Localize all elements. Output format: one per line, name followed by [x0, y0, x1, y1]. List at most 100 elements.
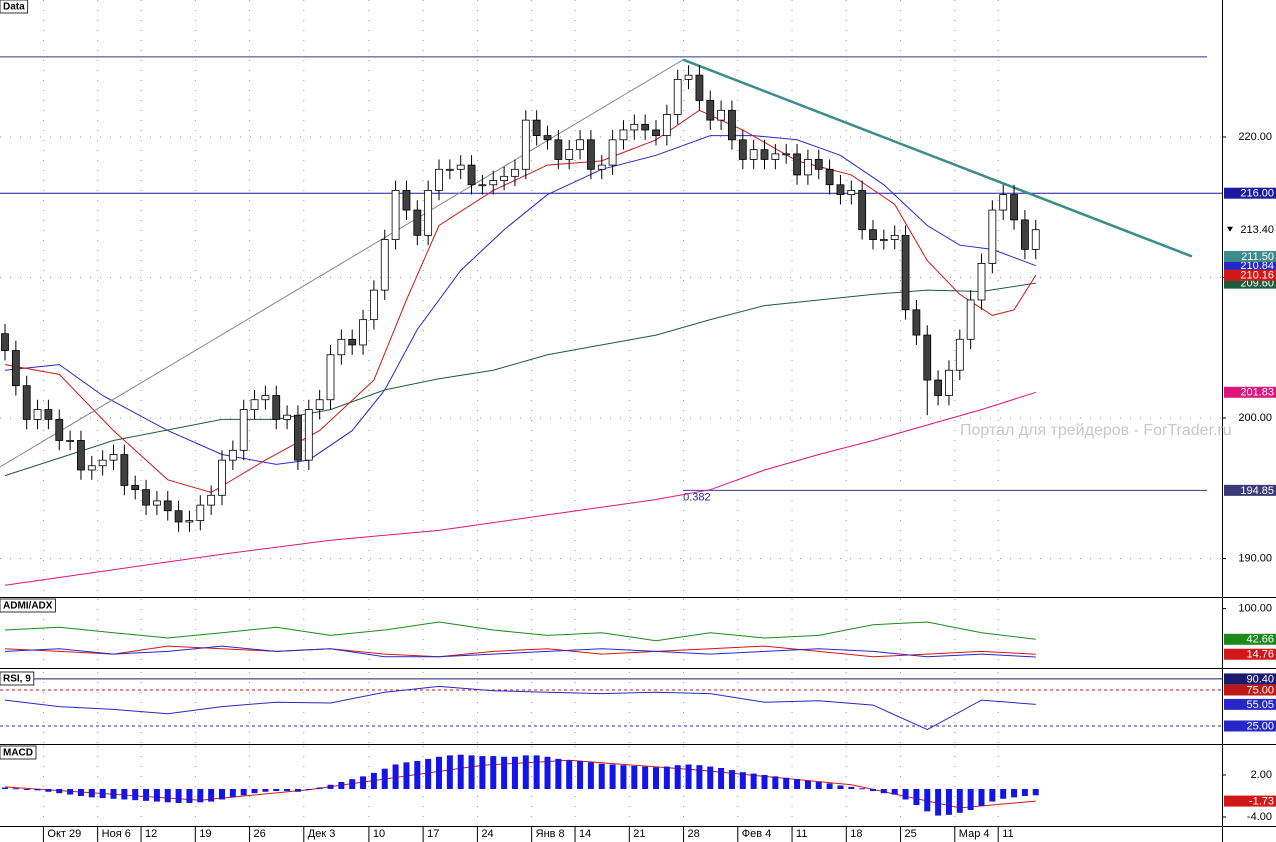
value-tag-label: 14.76 — [1246, 649, 1274, 661]
histogram-bar — [12, 788, 19, 790]
histogram-bar — [121, 788, 128, 800]
candle-body — [804, 159, 812, 176]
value-tag-label: 55.05 — [1246, 699, 1274, 711]
value-tag — [1224, 720, 1276, 732]
x-tick-label: 28 — [688, 828, 700, 840]
candle-body — [489, 180, 498, 186]
histogram-bar — [989, 788, 996, 802]
value-tag-label: 90.40 — [1246, 673, 1274, 685]
candle-body — [44, 409, 53, 420]
candle-body — [391, 189, 400, 240]
panel-title: ADMI/ADX — [3, 601, 53, 612]
candle-body — [662, 114, 671, 136]
candle-body — [695, 74, 704, 101]
value-tag — [1224, 633, 1276, 645]
histogram-bar — [143, 788, 150, 801]
histogram-bar — [88, 788, 95, 798]
candle-body — [413, 209, 422, 236]
x-tick-label: Дек 3 — [308, 828, 336, 840]
histogram-bar — [457, 754, 464, 789]
candle-body — [1021, 219, 1029, 250]
candle-body — [608, 139, 617, 166]
candle-body — [793, 153, 801, 176]
histogram-bar — [175, 788, 182, 803]
candle-body — [673, 78, 682, 115]
candle-body — [98, 459, 107, 467]
panel-title-box — [0, 0, 29, 14]
candle-body — [152, 500, 161, 506]
indicator-line — [4, 685, 1036, 731]
candle-body — [315, 399, 324, 410]
histogram-bar — [913, 788, 920, 806]
candle-body — [619, 129, 628, 141]
candle-body — [326, 354, 335, 401]
candle-body — [587, 139, 595, 170]
histogram-bar — [577, 760, 584, 789]
candle-body — [435, 168, 443, 191]
candle-body — [977, 263, 986, 301]
candle-body — [836, 184, 845, 195]
histogram-bar — [349, 779, 356, 789]
value-tag — [1224, 224, 1276, 236]
histogram-bar — [370, 772, 377, 789]
candle-body — [424, 189, 433, 236]
x-tick-label: Янв 8 — [536, 828, 565, 840]
histogram-bar — [555, 758, 562, 789]
histogram-bar — [153, 788, 160, 802]
value-tag-label: 216.00 — [1240, 188, 1274, 200]
candle-body — [142, 489, 150, 506]
x-tick-label: 26 — [254, 828, 266, 840]
x-tick-label: 12 — [145, 828, 157, 840]
candle-body — [250, 399, 259, 410]
histogram-bar — [707, 766, 714, 789]
candle-body — [272, 395, 281, 420]
value-tag-label: 210.84 — [1240, 260, 1274, 272]
histogram-bar — [284, 788, 291, 792]
candle-body — [456, 164, 465, 170]
value-tag — [1224, 277, 1276, 289]
histogram-bar — [772, 776, 779, 789]
histogram-bar — [880, 788, 887, 794]
candle-body — [445, 168, 454, 171]
candle-body — [576, 139, 584, 151]
value-tag — [1224, 698, 1276, 710]
candle-body — [33, 409, 42, 420]
candle-body — [163, 500, 172, 512]
histogram-bar — [479, 756, 486, 789]
histogram-bar — [783, 777, 790, 789]
indicator-line — [4, 391, 1036, 586]
histogram-bar — [186, 788, 193, 803]
x-tick-label: Фев 4 — [742, 828, 772, 840]
histogram-bar — [620, 765, 627, 789]
candle-body — [771, 153, 780, 160]
histogram-bar — [718, 767, 725, 789]
indicator-line — [4, 621, 1036, 642]
histogram-bar — [945, 788, 952, 815]
x-tick-label: 11 — [1002, 828, 1013, 840]
histogram-bar — [132, 788, 139, 801]
candle-body — [934, 379, 942, 396]
histogram-bar — [522, 755, 529, 789]
panel-title: MACD — [3, 748, 33, 759]
histogram-bar — [1000, 788, 1007, 799]
candle-body — [532, 119, 541, 136]
y-tick-label: 2.00 — [1251, 769, 1272, 781]
indicator-line — [4, 645, 1036, 658]
value-tag — [1224, 684, 1276, 696]
histogram-bar — [609, 764, 616, 789]
x-tick-label: Окт 29 — [47, 828, 81, 840]
value-tag-label: 201.83 — [1240, 387, 1274, 399]
histogram-bar — [327, 784, 334, 789]
histogram-bar — [305, 788, 312, 790]
candle-body — [304, 409, 313, 461]
value-tag — [1224, 187, 1276, 199]
candle-body — [77, 440, 85, 471]
candle-body — [782, 153, 791, 156]
histogram-bar — [490, 756, 497, 789]
candle-body — [554, 139, 563, 160]
candle-body — [630, 123, 639, 131]
histogram-bar — [533, 755, 540, 789]
histogram-bar — [316, 787, 323, 789]
candle-body — [565, 149, 574, 160]
x-tick-label: 17 — [427, 828, 439, 840]
